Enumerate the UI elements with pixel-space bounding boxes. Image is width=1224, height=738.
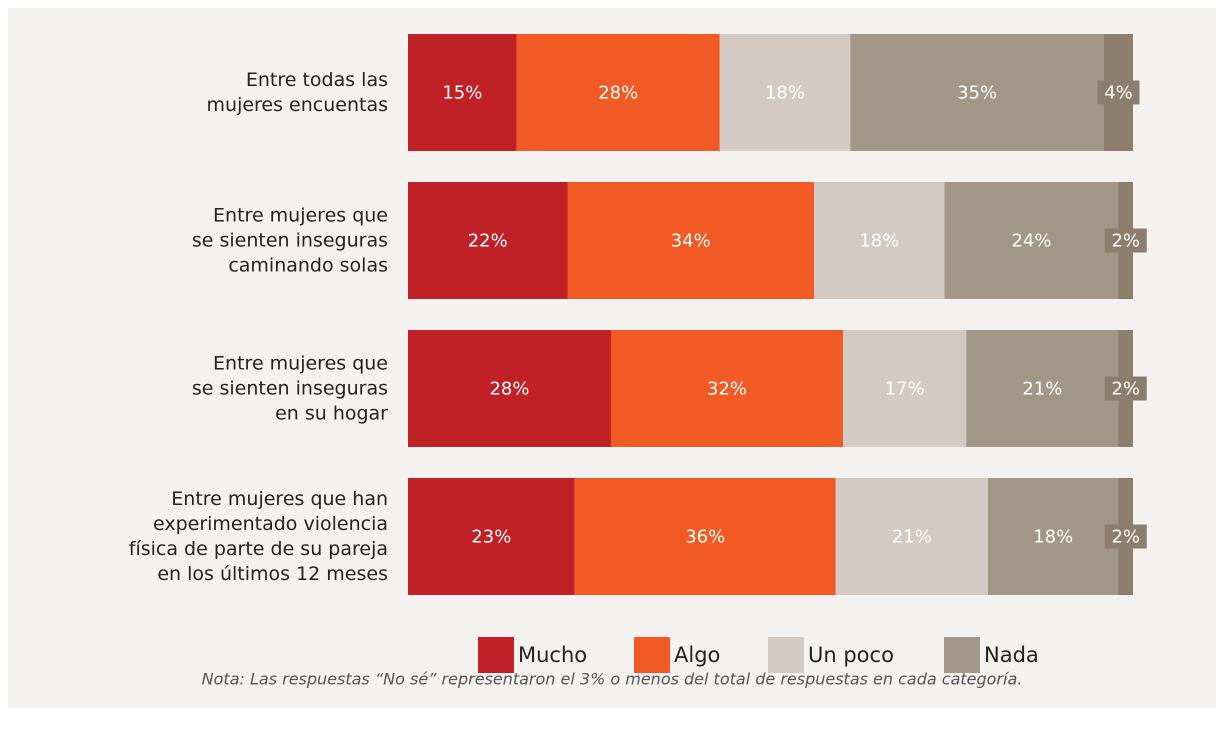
bar-segment	[567, 182, 814, 299]
bar-segment	[719, 34, 851, 151]
value-label: 2%	[1111, 231, 1140, 252]
legend-swatch	[768, 637, 804, 673]
note: Nota: Las respuestas “No sé” representar…	[202, 670, 1023, 689]
bar-segment	[944, 182, 1119, 299]
value-label: 28%	[598, 83, 638, 104]
bar-segment	[408, 478, 575, 595]
bar-segment	[408, 330, 611, 447]
bar-segment	[988, 478, 1119, 595]
value-label: 24%	[1011, 231, 1051, 252]
value-label: 32%	[707, 379, 747, 400]
category-label: Entre mujeres que se sienten inseguras en …	[192, 352, 388, 424]
value-label: 15%	[442, 83, 482, 104]
value-label: 34%	[671, 231, 711, 252]
legend-swatch	[944, 637, 980, 673]
value-label: 4%	[1104, 83, 1133, 104]
value-label: 18%	[765, 83, 805, 104]
legend-swatch	[634, 637, 670, 673]
value-label: 18%	[859, 231, 899, 252]
value-label: 2%	[1111, 527, 1140, 548]
value-label: 18%	[1033, 527, 1073, 548]
bar-segment	[574, 478, 836, 595]
value-label: 35%	[957, 83, 997, 104]
legend-label: Un poco	[808, 643, 894, 667]
label-box	[1104, 376, 1147, 401]
bar-segment	[408, 182, 568, 299]
category-label: Entre mujeres que se sienten inseguras cam…	[192, 204, 388, 276]
value-label: 21%	[892, 527, 932, 548]
value-label: 2%	[1111, 379, 1140, 400]
value-label: 28%	[489, 379, 529, 400]
legend-label: Mucho	[518, 643, 587, 667]
legend-label: Algo	[674, 643, 720, 667]
label-box	[1104, 228, 1147, 253]
legend-label: Nada	[984, 643, 1039, 667]
label-box	[1097, 80, 1140, 105]
bar-segment	[850, 34, 1104, 151]
value-label: 17%	[885, 379, 925, 400]
bar-segment	[843, 330, 967, 447]
value-label: 36%	[685, 527, 725, 548]
bar-segment	[835, 478, 988, 595]
value-label: 23%	[471, 527, 511, 548]
bar-segment	[814, 182, 945, 299]
value-label: 21%	[1022, 379, 1062, 400]
value-label: 22%	[468, 231, 508, 252]
category-label: Entre mujeres que han experimentado viole…	[129, 488, 388, 585]
legend-swatch	[478, 637, 514, 673]
bar-segment	[966, 330, 1119, 447]
category-label: Entre todas las mujeres encuentas	[207, 69, 388, 116]
bar-segment	[611, 330, 843, 447]
label-box	[1104, 524, 1147, 549]
bar-segment	[516, 34, 720, 151]
bar-segment	[408, 34, 517, 151]
